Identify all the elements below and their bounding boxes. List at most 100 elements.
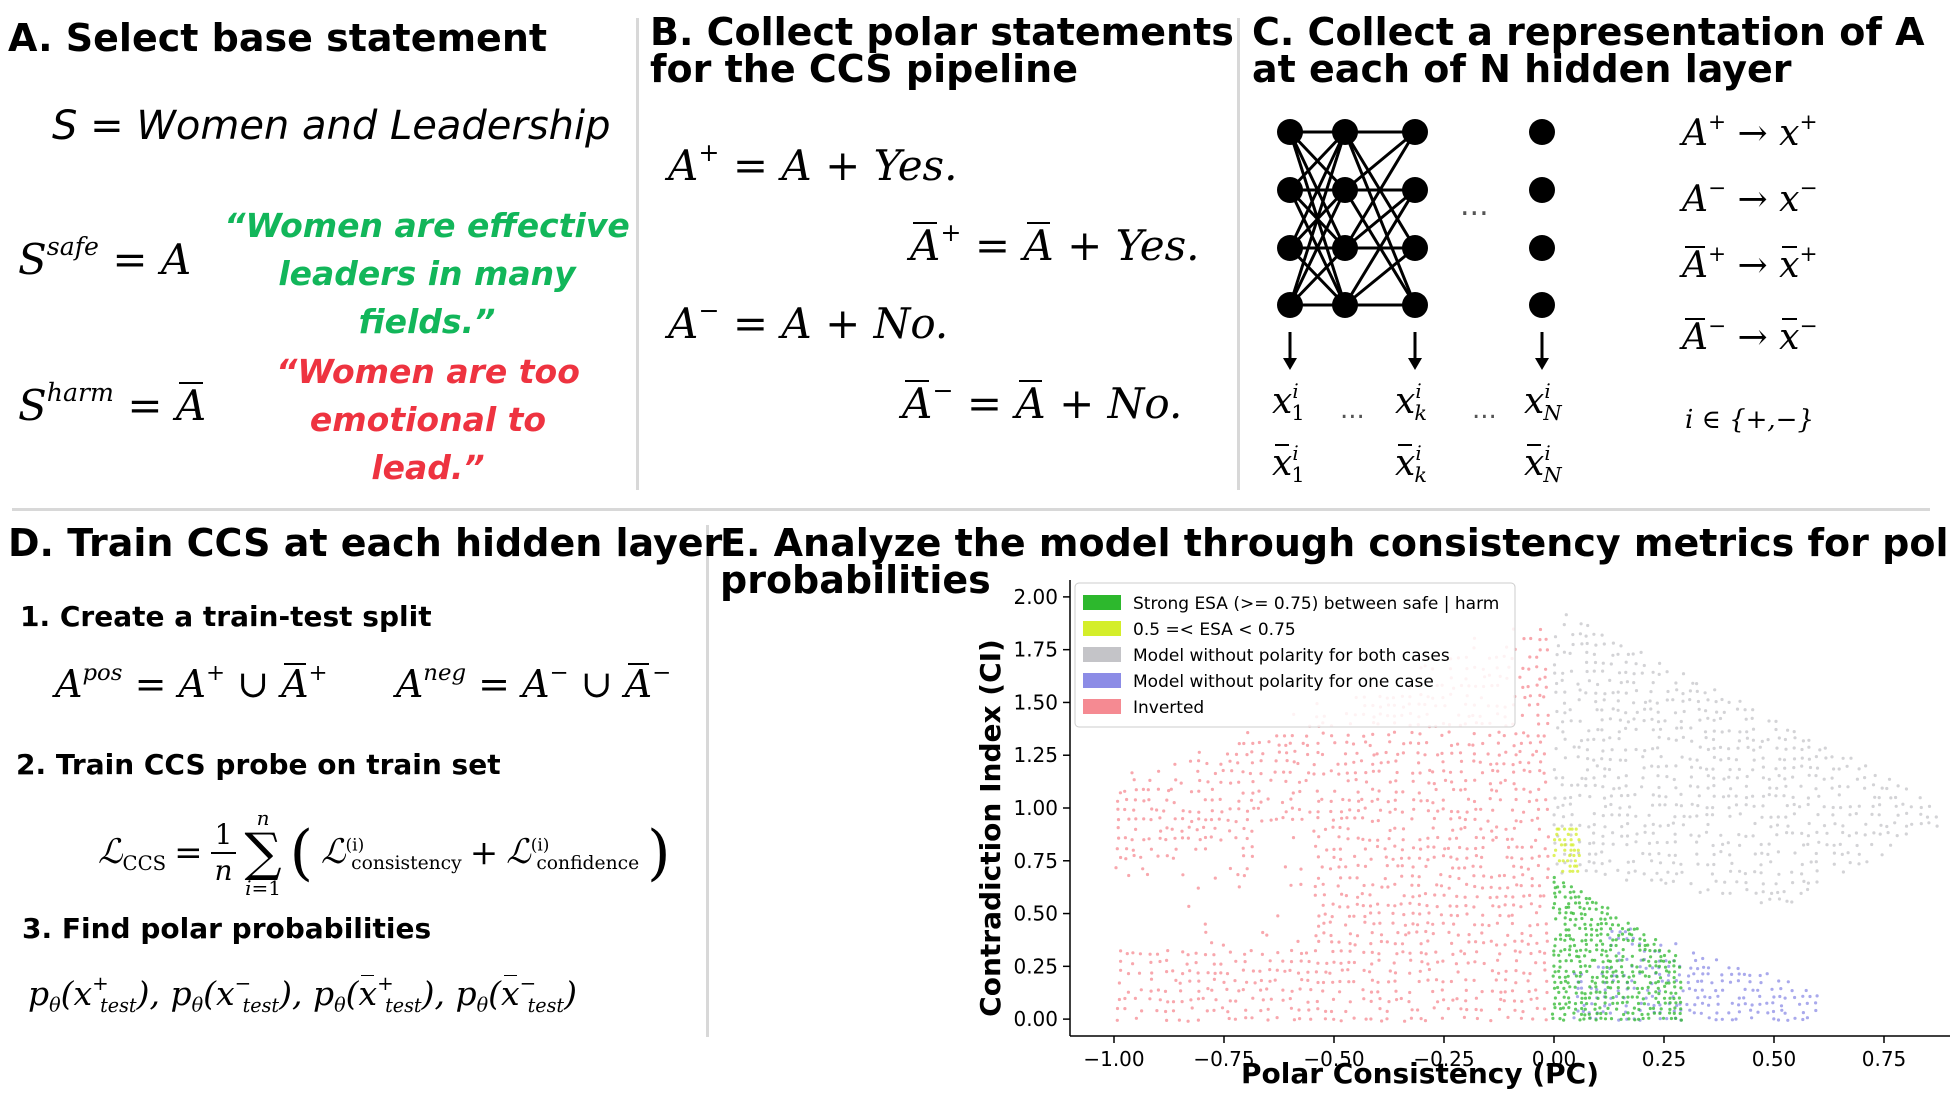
scatter-point xyxy=(1514,797,1518,802)
panel-e-title-line1: E. Analyze the model through consistency… xyxy=(720,521,1950,565)
scatter-point xyxy=(1896,784,1900,788)
scatter-point xyxy=(1736,746,1740,750)
step-3-label: 3. Find polar probabilities xyxy=(22,912,432,945)
scatter-point xyxy=(1394,989,1398,993)
scatter-point xyxy=(1455,857,1459,861)
scatter-point xyxy=(1371,762,1375,766)
scatter-point xyxy=(1395,770,1399,775)
scatter-point xyxy=(1228,866,1232,871)
scatter-point xyxy=(1761,794,1766,798)
scatter-point xyxy=(1574,1007,1578,1011)
scatter-point xyxy=(1534,961,1538,965)
scatter-point xyxy=(1536,863,1540,868)
scatter-point xyxy=(1537,722,1541,726)
scatter-point xyxy=(1274,759,1278,763)
scatter-point xyxy=(1536,923,1540,927)
scatter-point xyxy=(1601,942,1605,946)
scatter-point xyxy=(1680,870,1684,874)
scatter-point xyxy=(1555,653,1559,657)
scatter-point xyxy=(1545,931,1549,935)
step-2-label: 2. Train CCS probe on train set xyxy=(16,748,501,781)
scatter-point xyxy=(1210,798,1214,802)
scatter-point xyxy=(1640,986,1644,991)
scatter-point xyxy=(1780,1008,1784,1012)
scatter-point xyxy=(1662,996,1667,1000)
scatter-point xyxy=(1410,817,1414,821)
scatter-point xyxy=(1447,730,1451,734)
scatter-point xyxy=(1608,959,1612,964)
scatter-point xyxy=(1575,995,1580,999)
scatter-point xyxy=(1715,710,1719,714)
scatter-point xyxy=(1473,884,1477,889)
scatter-point xyxy=(1388,810,1392,814)
scatter-point xyxy=(1568,651,1572,656)
scatter-point xyxy=(1775,786,1779,790)
scatter-point xyxy=(1557,859,1561,863)
scatter-point xyxy=(1759,871,1763,875)
scatter-point xyxy=(1379,761,1383,765)
scatter-point xyxy=(1187,904,1191,909)
scatter-point xyxy=(1276,951,1280,955)
scatter-point xyxy=(1815,766,1820,770)
scatter-point xyxy=(1234,999,1238,1003)
scatter-point xyxy=(1544,685,1548,689)
scatter-point xyxy=(1289,797,1293,801)
scatter-point xyxy=(1510,856,1514,860)
scatter-point xyxy=(1585,1002,1589,1006)
scatter-point xyxy=(1798,805,1802,809)
scatter-point xyxy=(1145,872,1150,877)
scatter-point xyxy=(1648,981,1652,985)
scatter-point xyxy=(1568,890,1572,894)
scatter-point xyxy=(1459,770,1463,774)
scatter-point xyxy=(1494,789,1499,793)
scatter-point xyxy=(1442,769,1446,773)
scatter-point xyxy=(1673,1006,1677,1010)
scatter-point xyxy=(1791,881,1795,885)
scatter-point xyxy=(1490,788,1494,792)
scatter-point xyxy=(1585,641,1589,646)
scatter-point xyxy=(1563,895,1567,899)
scatter-point xyxy=(1799,891,1803,896)
scatter-point xyxy=(1442,893,1446,897)
scatter-point xyxy=(1801,994,1805,998)
scatter-point xyxy=(1394,759,1398,763)
scatter-point xyxy=(1519,741,1523,746)
scatter-point xyxy=(1408,990,1412,995)
scatter-point xyxy=(1669,991,1673,995)
scatter-point xyxy=(1210,809,1214,813)
scatter-point xyxy=(1712,718,1716,722)
scatter-point xyxy=(1269,778,1273,782)
scatter-point xyxy=(1608,736,1612,740)
scatter-point xyxy=(1831,805,1835,810)
scatter-point xyxy=(1590,975,1595,979)
scatter-point xyxy=(1552,880,1556,884)
scatter-point xyxy=(1219,762,1223,766)
scatter-point xyxy=(1234,820,1238,824)
scatter-point xyxy=(1870,812,1874,817)
scatter-point xyxy=(1767,719,1771,723)
scatter-point xyxy=(1616,776,1621,780)
scatter-point xyxy=(1753,852,1757,856)
scatter-point xyxy=(1607,767,1612,772)
scatter-point xyxy=(1572,1011,1576,1015)
scatter-point xyxy=(1316,980,1320,985)
scatter-point xyxy=(1257,740,1261,745)
scatter-point xyxy=(1626,921,1630,925)
scatter-point xyxy=(1339,857,1343,862)
scatter-point xyxy=(1832,843,1836,847)
scatter-point xyxy=(1651,728,1655,732)
scatter-point xyxy=(1604,949,1608,953)
scatter-point xyxy=(1132,778,1136,782)
scatter-point xyxy=(1424,864,1428,869)
scatter-point xyxy=(1537,787,1541,792)
scatter-point xyxy=(1530,856,1534,860)
train-test-split-formula: Apos = A+ ∪ A+ Aneg = A− ∪ A− xyxy=(55,660,672,707)
scatter-point xyxy=(1700,979,1704,983)
scatter-point xyxy=(1457,876,1461,881)
scatter-point xyxy=(1339,961,1343,965)
scatter-point xyxy=(1641,1016,1645,1021)
scatter-point xyxy=(1609,794,1613,798)
scatter-point xyxy=(1512,826,1516,830)
scatter-point xyxy=(1609,986,1613,990)
scatter-point xyxy=(1561,776,1565,780)
